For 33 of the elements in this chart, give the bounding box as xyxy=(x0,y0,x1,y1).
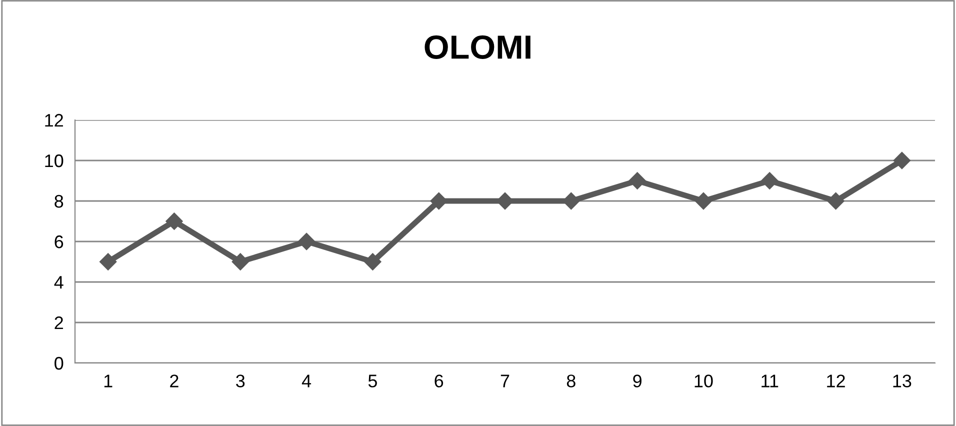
point xyxy=(694,192,712,210)
y-tick-label: 12 xyxy=(45,114,63,127)
x-tick-label: 7 xyxy=(500,374,510,388)
x-tick-label: 12 xyxy=(827,374,845,388)
y-tick-label: 2 xyxy=(54,316,63,330)
y-tick-label: 8 xyxy=(54,194,64,208)
y-tick-label: 4 xyxy=(54,276,64,289)
x-tick-label: 8 xyxy=(566,374,576,388)
x-tick-label: 13 xyxy=(893,374,912,388)
x-tick-label: 2 xyxy=(170,374,178,388)
x-tick-label: 9 xyxy=(633,374,642,388)
point xyxy=(893,152,910,170)
x-tick-label: 11 xyxy=(762,374,778,388)
point xyxy=(166,212,183,230)
point xyxy=(628,172,646,190)
x-tick-label: 10 xyxy=(694,374,713,388)
point xyxy=(761,172,778,190)
point xyxy=(562,192,580,210)
x-tick-label: 3 xyxy=(236,374,245,388)
y-tick-label: 10 xyxy=(45,154,64,168)
point xyxy=(100,253,117,270)
point xyxy=(827,192,844,210)
x-tick-label: 5 xyxy=(368,374,377,388)
point xyxy=(232,253,249,270)
point xyxy=(298,232,316,250)
y-tick-label: 0 xyxy=(54,356,64,370)
point xyxy=(364,253,382,270)
x-tick-label: 1 xyxy=(104,374,112,388)
y-tick-label: 6 xyxy=(54,235,64,248)
x-tick-label: 6 xyxy=(434,374,444,388)
x-tick-label: 4 xyxy=(302,374,312,388)
chart-title: OLOMI xyxy=(424,35,530,59)
point xyxy=(430,192,448,210)
